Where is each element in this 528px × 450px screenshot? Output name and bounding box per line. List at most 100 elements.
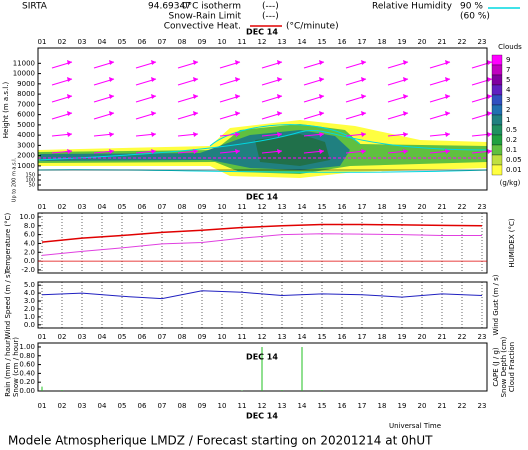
- colorbar-swatch: [491, 94, 503, 106]
- y-tick-label: 0.0: [24, 321, 35, 329]
- wind-arrow-head: [67, 111, 72, 116]
- y-tick-label: 0.00: [19, 387, 35, 395]
- y-axis-title: Cloud Fraction: [508, 342, 516, 392]
- x-tick-label: 23: [478, 38, 487, 46]
- y-tick-label: 4.0: [24, 289, 35, 297]
- wind-arrow-head: [319, 94, 324, 99]
- x-tick-label: 05: [118, 38, 127, 46]
- y-axis-title: Height (m a.s.l.): [2, 82, 10, 139]
- colorbar-label: 9: [506, 56, 510, 64]
- wind-arrow-head: [445, 94, 450, 99]
- humidity-low: (60 %): [460, 12, 490, 22]
- wind-arrow-head: [403, 111, 408, 116]
- y-tick-label: 0.80: [19, 352, 35, 360]
- y-tick-label: 3.0: [24, 297, 35, 305]
- y-tick-label: 5000: [17, 121, 35, 129]
- wind-arrow-head: [67, 94, 72, 99]
- x-tick-label: 11: [238, 333, 247, 341]
- wind-arrow-head: [277, 111, 282, 116]
- wind-arrow-head: [235, 77, 240, 82]
- wind-arrow-head: [361, 149, 366, 154]
- y-tick-label: 1.0: [24, 313, 35, 321]
- x-tick-label: 05: [118, 203, 127, 211]
- x-tick-label: 02: [58, 203, 67, 211]
- wind-arrow-head: [445, 132, 450, 137]
- colorbar-label: 1: [506, 116, 510, 124]
- x-tick-label: 14: [298, 38, 307, 46]
- x-axis-title: Universal Time: [389, 422, 441, 430]
- wind-arrow-head: [487, 111, 492, 116]
- wind-arrow-head: [235, 149, 240, 154]
- y-axis-title: Wind Gust (m / s): [492, 274, 500, 335]
- wind-arrow-head: [319, 132, 324, 137]
- wind-arrow-head: [277, 132, 282, 137]
- x-tick-label: 13: [278, 38, 287, 46]
- x-tick-label: 13: [278, 333, 287, 341]
- x-tick-label: 16: [338, 203, 347, 211]
- colorbar-label: 0.05: [506, 156, 522, 164]
- x-tick-label: 17: [358, 402, 367, 410]
- x-tick-label: 06: [138, 333, 147, 341]
- x-tick-label: 23: [478, 203, 487, 211]
- wind-arrow-head: [151, 94, 156, 99]
- x-tick-label: 04: [98, 402, 107, 410]
- colorbar-swatch: [491, 54, 503, 66]
- y-tick-label: 2.0: [24, 248, 35, 256]
- x-tick-label: 14: [298, 203, 307, 211]
- legend-symbol: (---): [262, 2, 279, 12]
- date-label: DEC 14: [246, 353, 278, 362]
- colorbar-label: 0.1: [506, 146, 517, 154]
- x-tick-label: 15: [318, 38, 327, 46]
- wind-arrow-head: [361, 94, 366, 99]
- x-tick-label: 04: [98, 333, 107, 341]
- wind-arrow-head: [277, 77, 282, 82]
- date-label: DEC 14: [246, 193, 278, 202]
- x-tick-label: 09: [198, 38, 207, 46]
- wind-arrow-head: [109, 111, 114, 116]
- series-line: [41, 223, 483, 243]
- wind-arrow-head: [487, 60, 492, 65]
- y-axis-title: Snow Depth (cm): [500, 336, 508, 397]
- wind-arrow-head: [487, 77, 492, 82]
- x-tick-label: 19: [398, 38, 407, 46]
- x-tick-label: 22: [458, 38, 467, 46]
- y-axis-title: Wind Speed (m / s): [4, 271, 12, 338]
- wind-arrow-head: [445, 77, 450, 82]
- y-tick-label: 10000: [13, 70, 35, 78]
- x-tick-label: 11: [238, 402, 247, 410]
- x-tick-label: 21: [438, 203, 447, 211]
- colorbar-label: 0.01: [506, 166, 522, 174]
- colorbar-swatch: [491, 84, 503, 96]
- wind-arrow-head: [487, 132, 492, 137]
- y-tick-label: 0.40: [19, 369, 35, 377]
- wind-arrow-head: [403, 132, 408, 137]
- wind-arrow-head: [277, 94, 282, 99]
- colorbar-swatch: [491, 104, 503, 116]
- x-tick-label: 01: [38, 333, 47, 341]
- x-tick-label: 06: [138, 402, 147, 410]
- wind-arrow-head: [193, 60, 198, 65]
- colorbar-swatch: [491, 74, 503, 86]
- colorbar-unit: (g/kg): [500, 179, 521, 187]
- x-tick-label: 17: [358, 333, 367, 341]
- x-tick-label: 12: [258, 333, 267, 341]
- y-axis-title: HUMIDEX (°C): [508, 218, 516, 267]
- wind-arrow-head: [193, 149, 198, 154]
- legend-label: Snow-Rain Limit: [169, 12, 242, 22]
- y-tick-label: 0.60: [19, 361, 35, 369]
- station-code: 94.69347: [148, 2, 191, 12]
- series-line: [41, 290, 483, 300]
- wind-arrow-head: [361, 132, 366, 137]
- wind-arrow-head: [319, 77, 324, 82]
- x-tick-label: 15: [318, 333, 327, 341]
- wind-arrow-head: [67, 149, 72, 154]
- x-tick-label: 05: [118, 402, 127, 410]
- x-tick-label: 12: [258, 203, 267, 211]
- wind-arrow-head: [487, 94, 492, 99]
- x-tick-label: 09: [198, 333, 207, 341]
- x-tick-label: 14: [298, 333, 307, 341]
- y-tick-label: 4000: [17, 131, 35, 139]
- wind-arrow-head: [487, 149, 492, 154]
- x-tick-label: 02: [58, 402, 67, 410]
- wind-arrow-head: [109, 77, 114, 82]
